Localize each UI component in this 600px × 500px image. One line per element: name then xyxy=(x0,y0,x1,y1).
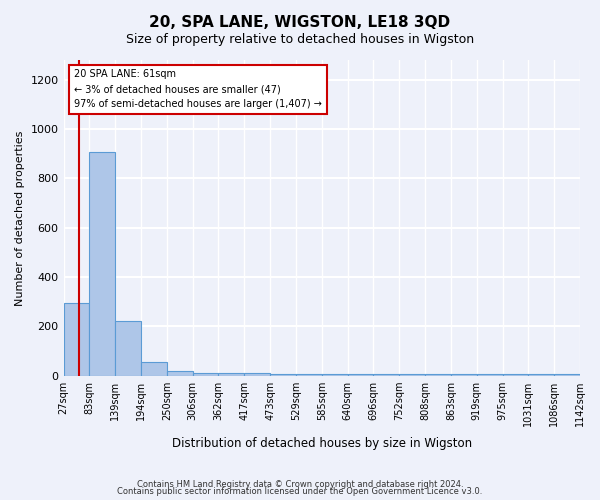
Bar xyxy=(64,303,89,376)
Y-axis label: Number of detached properties: Number of detached properties xyxy=(15,130,25,306)
Bar xyxy=(296,374,322,376)
X-axis label: Distribution of detached houses by size in Wigston: Distribution of detached houses by size … xyxy=(172,437,472,450)
Bar xyxy=(425,374,451,376)
Bar xyxy=(167,370,193,376)
Text: 20, SPA LANE, WIGSTON, LE18 3QD: 20, SPA LANE, WIGSTON, LE18 3QD xyxy=(149,15,451,30)
Text: Contains public sector information licensed under the Open Government Licence v3: Contains public sector information licen… xyxy=(118,488,482,496)
Bar xyxy=(193,373,218,376)
Bar xyxy=(503,374,529,376)
Bar xyxy=(218,373,244,376)
Bar xyxy=(554,374,580,376)
Bar xyxy=(451,374,477,376)
Bar xyxy=(399,374,425,376)
Text: Size of property relative to detached houses in Wigston: Size of property relative to detached ho… xyxy=(126,32,474,46)
Bar xyxy=(477,374,503,376)
Text: Contains HM Land Registry data © Crown copyright and database right 2024.: Contains HM Land Registry data © Crown c… xyxy=(137,480,463,489)
Bar xyxy=(141,362,167,376)
Bar xyxy=(270,374,296,376)
Bar xyxy=(322,374,347,376)
Bar xyxy=(89,152,115,376)
Bar xyxy=(529,374,554,376)
Bar xyxy=(115,322,141,376)
Text: 20 SPA LANE: 61sqm
← 3% of detached houses are smaller (47)
97% of semi-detached: 20 SPA LANE: 61sqm ← 3% of detached hous… xyxy=(74,70,322,109)
Bar xyxy=(244,373,270,376)
Bar xyxy=(347,374,373,376)
Bar xyxy=(373,374,399,376)
